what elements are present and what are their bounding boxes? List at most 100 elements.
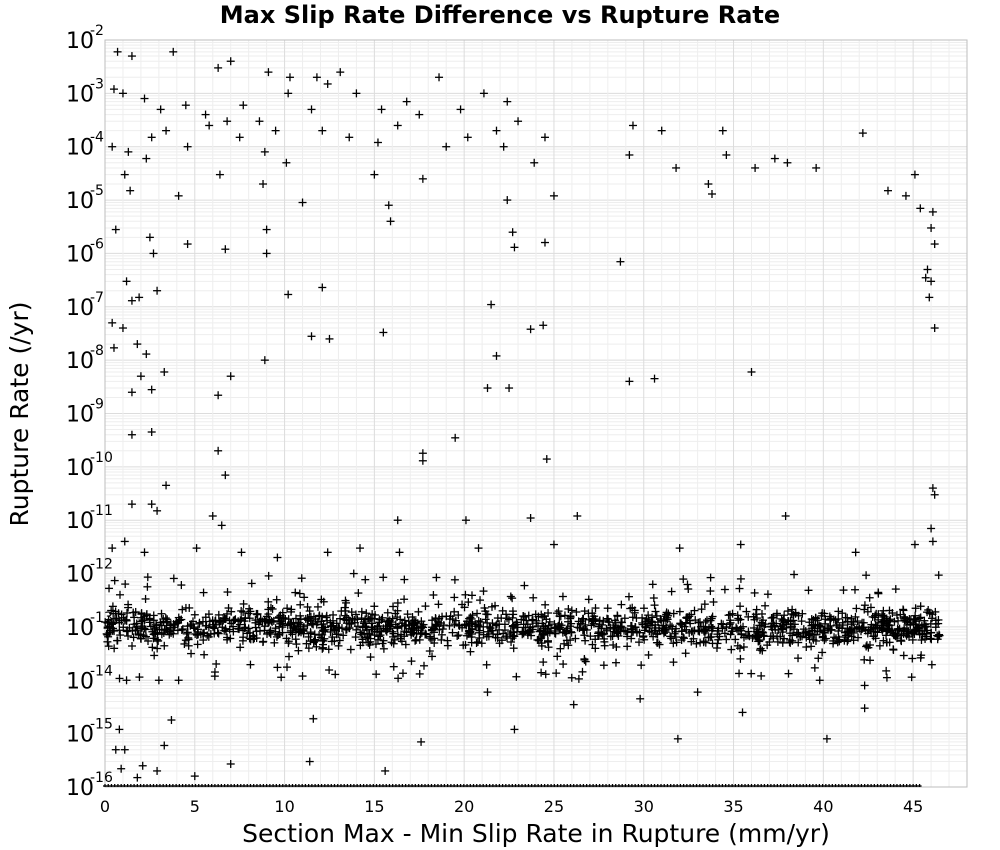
data-point <box>860 601 869 610</box>
data-point <box>493 630 502 639</box>
data-point <box>296 611 305 620</box>
data-point <box>282 634 291 643</box>
data-point <box>699 638 708 647</box>
data-point <box>217 521 226 530</box>
data-point <box>772 609 781 618</box>
data-point <box>135 293 144 302</box>
data-point <box>213 628 222 637</box>
data-point <box>147 385 156 394</box>
data-point <box>778 638 787 647</box>
data-point <box>361 575 370 584</box>
data-point <box>722 635 731 644</box>
data-point <box>610 616 619 625</box>
data-point <box>169 574 178 583</box>
data-point <box>375 618 384 627</box>
data-point <box>184 633 193 642</box>
data-point <box>817 611 826 620</box>
data-point <box>415 635 424 644</box>
data-point <box>931 607 940 616</box>
data-point <box>628 613 637 622</box>
data-point <box>292 640 301 649</box>
data-point <box>286 628 295 637</box>
data-point <box>320 634 329 643</box>
data-point <box>860 704 869 713</box>
data-point <box>654 624 663 633</box>
data-point <box>573 511 582 520</box>
data-point <box>543 638 552 647</box>
data-point <box>531 610 540 619</box>
data-point <box>556 644 565 653</box>
data-point <box>773 637 782 646</box>
data-point <box>124 631 133 640</box>
data-point <box>626 604 635 613</box>
data-point <box>150 651 159 660</box>
data-point <box>875 641 884 650</box>
data-point <box>514 117 523 126</box>
data-point <box>153 766 162 775</box>
data-point <box>153 644 162 653</box>
data-point <box>796 632 805 641</box>
data-point <box>838 609 847 618</box>
y-tick-exponent: -2 <box>90 23 104 39</box>
data-point <box>153 637 162 646</box>
data-point <box>116 631 125 640</box>
data-point <box>564 641 573 650</box>
data-point <box>722 150 731 159</box>
data-point <box>471 620 480 629</box>
data-point <box>180 639 189 648</box>
data-point <box>755 621 764 630</box>
data-point <box>356 641 365 650</box>
data-point <box>120 616 129 625</box>
data-point <box>418 449 427 458</box>
data-point <box>352 89 361 98</box>
data-point <box>437 619 446 628</box>
data-point <box>580 655 589 664</box>
data-point <box>882 631 891 640</box>
data-point <box>362 609 371 618</box>
data-point <box>831 616 840 625</box>
data-point <box>275 622 284 631</box>
data-point <box>137 609 146 618</box>
data-point <box>894 616 903 625</box>
data-point <box>830 633 839 642</box>
data-point <box>337 607 346 616</box>
data-point <box>147 500 156 509</box>
data-point <box>264 571 273 580</box>
data-point <box>928 484 937 493</box>
data-point <box>200 650 209 659</box>
data-point <box>110 644 119 653</box>
data-point <box>560 639 569 648</box>
data-point <box>401 640 410 649</box>
data-point <box>545 617 554 626</box>
data-point <box>198 629 207 638</box>
data-point <box>483 384 492 393</box>
data-point <box>134 630 143 639</box>
data-point <box>393 598 402 607</box>
data-point <box>318 126 327 135</box>
data-point <box>506 592 515 601</box>
data-point <box>816 622 825 631</box>
data-point <box>284 89 293 98</box>
data-point <box>284 615 293 624</box>
data-point <box>931 616 940 625</box>
data-point <box>411 636 420 645</box>
data-point <box>142 610 151 619</box>
data-point <box>684 585 693 594</box>
data-point <box>277 673 286 682</box>
data-point <box>560 611 569 620</box>
data-point <box>679 633 688 642</box>
data-point <box>303 621 312 630</box>
data-point <box>645 627 654 636</box>
data-point <box>430 634 439 643</box>
data-point <box>109 609 118 618</box>
data-point <box>666 621 675 630</box>
data-point <box>451 616 460 625</box>
data-point <box>222 609 231 618</box>
data-point <box>540 133 549 142</box>
data-point <box>245 604 254 613</box>
data-point <box>161 614 170 623</box>
data-point <box>379 573 388 582</box>
data-point <box>416 630 425 639</box>
data-point <box>104 642 113 651</box>
data-point <box>305 607 314 616</box>
